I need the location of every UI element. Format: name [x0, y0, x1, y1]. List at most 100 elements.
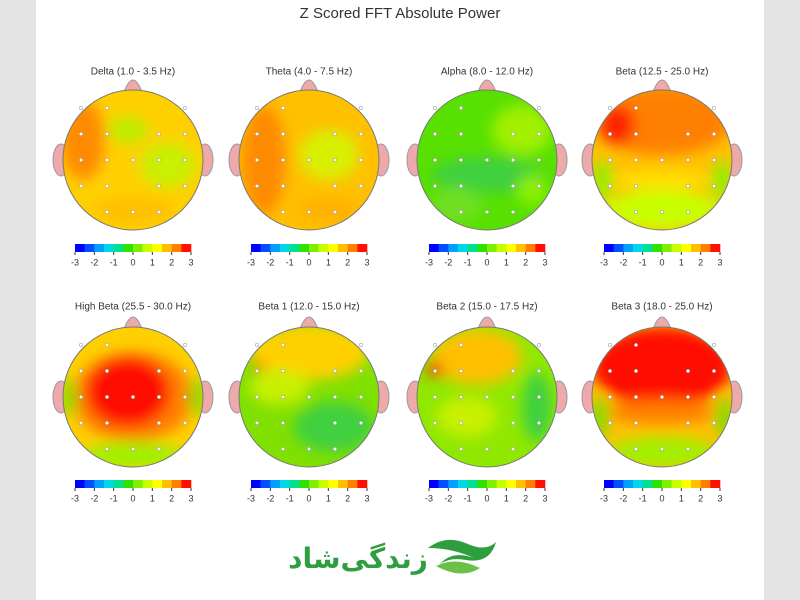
electrode	[510, 420, 516, 426]
electrode	[711, 183, 717, 189]
electrode	[458, 368, 464, 374]
colorbar-cell	[671, 244, 682, 252]
topo-map: Theta (4.0 - 7.5 Hz) -3 -2 -1 0 1 2 3	[228, 67, 390, 267]
electrode	[711, 368, 717, 374]
electrode	[685, 394, 691, 400]
electrode	[432, 394, 438, 400]
map-label: Beta 1 (12.0 - 15.0 Hz)	[258, 302, 359, 313]
electrode	[182, 368, 188, 374]
electrode	[458, 342, 464, 348]
blob	[249, 369, 309, 405]
colorbar-tick-label: -1	[639, 493, 647, 503]
colorbar-tick-label: 2	[523, 493, 528, 503]
colorbar-tick-label: 1	[504, 493, 509, 503]
electrode	[254, 183, 260, 189]
topo-map: Beta 3 (18.0 - 25.0 Hz) -3 -2 -1 0 1 2 3	[581, 302, 743, 503]
electrode	[484, 209, 490, 215]
electrode	[711, 420, 717, 426]
logo-icon	[436, 561, 480, 574]
colorbar-cell	[710, 244, 721, 252]
colorbar-cell	[84, 480, 95, 488]
electrode	[458, 209, 464, 215]
electrode	[607, 394, 613, 400]
colorbar-cell	[458, 480, 468, 488]
colorbar-cell	[328, 480, 339, 488]
colorbar-cell	[623, 244, 634, 252]
colorbar-tick-label: 3	[542, 493, 547, 503]
colorbar-tick-label: 0	[130, 493, 135, 503]
colorbar-cell	[347, 480, 358, 488]
topo-map: Beta 2 (15.0 - 17.5 Hz) -3 -2 -1 0 1 2 3	[406, 302, 568, 503]
colorbar-cell	[171, 244, 182, 252]
colorbar-tick-label: -2	[619, 493, 627, 503]
topo-map: Delta (1.0 - 3.5 Hz) -3 -2 -1 0 1 2 3	[52, 67, 214, 267]
colorbar-tick-label: -1	[286, 257, 294, 267]
colorbar-tick-label: -2	[266, 493, 274, 503]
colorbar-tick-label: -3	[425, 493, 433, 503]
colorbar-cell	[487, 244, 497, 252]
electrode	[104, 446, 110, 452]
electrode	[130, 209, 136, 215]
colorbar-cell	[458, 244, 468, 252]
electrode	[536, 394, 542, 400]
blob	[522, 372, 552, 442]
colorbar-cell	[477, 480, 488, 488]
blob	[607, 400, 717, 424]
colorbar-cell	[75, 244, 85, 252]
map-label: Theta (4.0 - 7.5 Hz)	[266, 67, 353, 78]
colorbar-tick-label: 0	[484, 493, 489, 503]
colorbar-tick-label: 0	[306, 493, 311, 503]
electrode	[332, 368, 338, 374]
colorbar-cell	[181, 244, 192, 252]
colorbar-cell	[104, 244, 114, 252]
colorbar-tick-label: 2	[345, 493, 350, 503]
electrode	[458, 183, 464, 189]
electrode	[332, 131, 338, 137]
electrode	[633, 131, 639, 137]
electrode	[78, 105, 84, 111]
topo-map: Beta (12.5 - 25.0 Hz) -3 -2 -1 0 1 2 3	[581, 67, 743, 267]
blob	[140, 143, 196, 187]
colorbar-cell	[171, 480, 182, 488]
map-label: Alpha (8.0 - 12.0 Hz)	[441, 67, 533, 78]
electrode	[182, 342, 188, 348]
colorbar-cell	[328, 244, 339, 252]
electrode	[432, 157, 438, 163]
colorbar-cell	[525, 244, 536, 252]
electrode	[685, 157, 691, 163]
electrode	[607, 368, 613, 374]
colorbar-cell	[429, 244, 439, 252]
colorbar-cell	[309, 244, 319, 252]
electrode	[254, 105, 260, 111]
electrode	[182, 394, 188, 400]
colorbar-cell	[506, 244, 517, 252]
blob	[299, 198, 359, 222]
head-blobs	[242, 105, 359, 222]
electrode	[104, 105, 110, 111]
electrode	[358, 394, 364, 400]
electrode	[280, 105, 286, 111]
map-label: Beta (12.5 - 25.0 Hz)	[616, 67, 709, 78]
colorbar-cell	[516, 480, 526, 488]
electrode	[332, 209, 338, 215]
head-outline	[416, 326, 558, 468]
colorbar-cell	[477, 244, 488, 252]
colorbar-cell	[496, 480, 507, 488]
blob	[294, 402, 374, 452]
electrode	[358, 368, 364, 374]
blob	[492, 105, 552, 155]
electrode	[633, 342, 639, 348]
colorbar-tick-label: 3	[717, 493, 722, 503]
electrode	[659, 209, 665, 215]
colorbar-tick-label: 0	[484, 257, 489, 267]
electrode	[536, 183, 542, 189]
electrode	[254, 157, 260, 163]
colorbar-tick-label: 2	[698, 257, 703, 267]
colorbar-tick-label: -1	[464, 257, 472, 267]
electrode	[332, 420, 338, 426]
colorbar-tick-label: 0	[659, 493, 664, 503]
colorbar-tick-label: -1	[110, 493, 118, 503]
head-outline	[62, 326, 204, 468]
logo: زندگی‌شاد	[288, 539, 496, 575]
electrode	[607, 131, 613, 137]
